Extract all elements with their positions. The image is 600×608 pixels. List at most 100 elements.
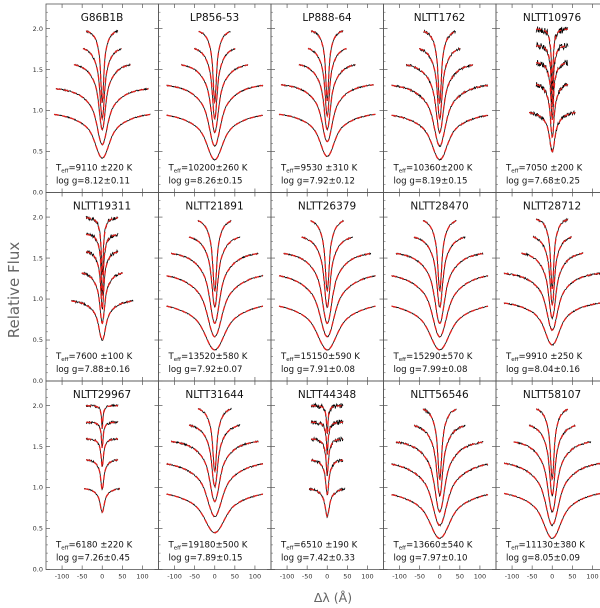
observed-spectrum <box>166 114 263 161</box>
panel-title: NLTT31644 <box>185 389 244 401</box>
observed-spectrum <box>83 487 121 514</box>
panel-title: NLTT58107 <box>523 389 581 401</box>
observed-spectrum <box>197 219 232 292</box>
observed-spectrum <box>278 113 376 158</box>
model-spectrum <box>528 424 576 498</box>
teff-label: Teff=7600 ±100 K <box>55 352 133 363</box>
model-spectrum <box>71 300 134 341</box>
y-tick-label: 2.0 <box>33 402 43 410</box>
teff-label: Teff=19180±500 K <box>168 541 248 552</box>
model-spectrum <box>283 252 371 324</box>
y-tick-label: 0.5 <box>33 336 43 344</box>
logg-label: log g=8.26±0.15 <box>169 177 243 187</box>
model-spectrum <box>311 438 344 475</box>
y-tick-label: 0.0 <box>33 189 43 197</box>
model-spectrum <box>391 114 489 161</box>
model-spectrum <box>391 84 489 147</box>
x-tick-label: -50 <box>302 573 313 581</box>
teff-label: Teff=15150±590 K <box>280 352 360 363</box>
model-spectrum <box>311 405 344 435</box>
observed-spectrum <box>166 493 264 534</box>
observed-spectrum <box>423 29 456 105</box>
observed-spectrum <box>536 408 569 481</box>
model-spectrum <box>521 252 584 320</box>
observed-spectrum <box>194 47 236 120</box>
x-tick-label: 50 <box>456 573 464 581</box>
x-tick-label: -100 <box>55 573 70 581</box>
model-spectrum <box>86 405 119 428</box>
observed-spectrum <box>301 236 353 309</box>
panel-nltt56546: -100 -50 0 50 100 NLTT56546 Teff=13660±540 K lo… <box>383 380 497 581</box>
panel-nltt28470: NLTT28470 Teff=15290±570 K log g=7.99±0.08 <box>383 192 497 382</box>
model-spectrum <box>535 218 569 290</box>
model-spectrum <box>170 440 259 502</box>
y-tick-label: 0.5 <box>33 525 43 533</box>
observed-spectrum <box>85 232 119 296</box>
model-spectrum <box>311 421 344 454</box>
panel-nltt44348: -100 -50 0 50 100 NLTT44348 Teff=6510 ±190 K lo… <box>270 380 384 581</box>
teff-label: Teff=6510 ±190 K <box>280 541 358 552</box>
model-spectrum <box>84 488 121 513</box>
observed-spectrum <box>405 63 474 135</box>
panel-title: LP856-53 <box>190 12 239 24</box>
panel-title: NLTT29967 <box>73 389 131 401</box>
y-tick-label: 1.5 <box>33 66 43 74</box>
model-spectrum <box>395 441 484 513</box>
y-tick-label: 1.5 <box>33 443 43 451</box>
model-spectrum <box>166 84 264 147</box>
y-tick-label: 1.5 <box>33 254 43 262</box>
teff-label: Teff=13660±540 K <box>393 541 473 552</box>
panel-nltt26379: NLTT26379 Teff=15150±590 K log g=7.91±0.08 <box>270 192 384 382</box>
model-spectrum <box>166 493 264 534</box>
logg-label: log g=7.99±0.08 <box>394 365 468 375</box>
model-spectrum <box>298 64 356 131</box>
panel-title: NLTT26379 <box>298 201 356 213</box>
y-tick-label: 0.0 <box>33 377 43 385</box>
teff-label: Teff=9910 ±250 K <box>505 352 583 363</box>
y-tick-label: 0.0 <box>33 566 43 574</box>
x-tick-label: -50 <box>189 573 200 581</box>
model-spectrum <box>535 408 569 482</box>
panel-grid: 0.0 0.5 1.0 1.5 2.0 G86B1B Teff=9110 ±220 K log… <box>33 3 600 581</box>
logg-label: log g=7.42±0.33 <box>281 554 355 564</box>
model-spectrum <box>532 236 572 307</box>
x-tick-label: -50 <box>77 573 88 581</box>
model-spectrum <box>535 83 569 139</box>
model-spectrum <box>86 217 119 276</box>
logg-label: log g=8.04±0.16 <box>506 365 580 375</box>
observed-spectrum <box>166 84 264 148</box>
model-spectrum <box>278 275 376 338</box>
y-tick-label: 1.0 <box>33 107 43 115</box>
model-spectrum <box>181 64 248 133</box>
model-spectrum <box>413 424 466 497</box>
observed-spectrum <box>188 236 241 308</box>
x-tick-label: 100 <box>586 573 598 581</box>
model-spectrum <box>311 459 344 496</box>
model-spectrum <box>391 463 489 526</box>
model-spectrum <box>166 114 264 161</box>
teff-label: Teff=9110 ±220 K <box>55 164 133 175</box>
model-spectrum <box>85 30 119 103</box>
model-spectrum <box>413 236 466 309</box>
x-tick-label: 100 <box>249 573 261 581</box>
model-spectrum <box>391 275 489 338</box>
teff-label: Teff=15290±570 K <box>393 352 473 363</box>
model-spectrum <box>536 61 569 121</box>
model-spectrum <box>513 441 591 513</box>
model-spectrum <box>422 408 457 481</box>
model-spectrum <box>406 64 473 133</box>
model-spectrum <box>310 220 345 293</box>
model-spectrum <box>53 113 151 159</box>
model-spectrum <box>86 421 119 449</box>
model-spectrum <box>197 408 232 473</box>
panel-nltt28712: NLTT28712 Teff=9910 ±250 K log g=8.04±0.16 <box>495 192 600 382</box>
observed-spectrum <box>166 305 264 351</box>
observed-spectrum <box>82 47 122 119</box>
observed-spectrum <box>413 424 466 498</box>
model-spectrum <box>188 236 241 309</box>
observed-spectrum <box>422 219 457 292</box>
observed-spectrum <box>413 236 466 309</box>
panel-title: NLTT1762 <box>414 12 466 24</box>
model-spectrum <box>166 305 264 351</box>
panel-title: G86B1B <box>81 12 124 24</box>
